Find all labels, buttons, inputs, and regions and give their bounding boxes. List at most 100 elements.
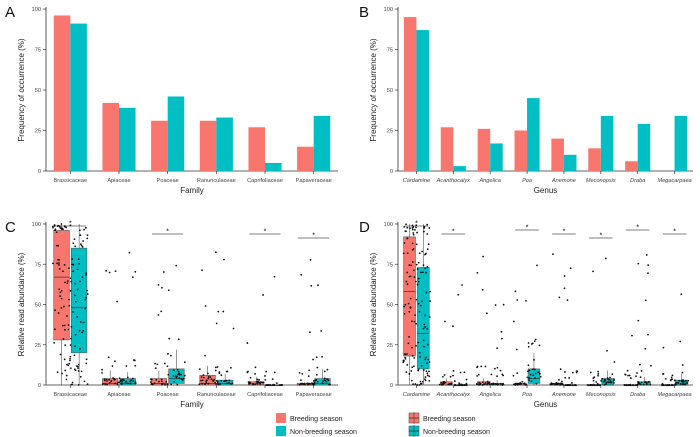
data-point (630, 377, 632, 379)
data-point (532, 374, 535, 377)
data-point (426, 374, 429, 377)
y-tick-label: 0 (390, 383, 393, 389)
data-point (458, 382, 461, 385)
bar-nonbreeding (70, 23, 87, 171)
data-point (169, 354, 172, 357)
data-point (57, 312, 60, 314)
data-point (533, 340, 536, 343)
x-tick-label: Draba (630, 178, 645, 184)
data-point (516, 383, 519, 386)
data-point (85, 296, 87, 299)
data-point (685, 379, 687, 382)
data-point (603, 383, 606, 386)
data-point (526, 376, 529, 379)
data-point (409, 227, 411, 230)
data-point (533, 368, 536, 371)
data-point (125, 365, 128, 367)
data-point (449, 375, 452, 378)
data-point (55, 231, 58, 234)
data-point (530, 380, 533, 383)
data-point (494, 304, 497, 306)
data-point (405, 230, 407, 233)
data-point (411, 346, 413, 349)
data-point (405, 223, 407, 226)
data-point (484, 365, 487, 368)
data-point (673, 379, 676, 382)
data-point (328, 383, 330, 386)
data-point (213, 378, 216, 381)
bar-nonbreeding (167, 96, 185, 171)
data-point (205, 381, 208, 384)
data-point (74, 300, 77, 303)
x-tick-label: Ranunculaceae (197, 392, 236, 398)
y-tick-label: 75 (35, 48, 41, 54)
data-point (425, 356, 427, 359)
data-point (249, 381, 251, 384)
data-point (86, 289, 88, 292)
data-point (58, 262, 60, 264)
data-point (207, 372, 209, 375)
data-point (68, 304, 71, 307)
data-point (515, 348, 518, 351)
data-point (550, 382, 553, 385)
y-tick-label: 50 (387, 303, 393, 309)
data-point (412, 365, 415, 368)
x-tick-label: Brassicaceae (54, 392, 88, 398)
panel-letter: D (359, 219, 370, 236)
data-point (678, 379, 681, 382)
data-point (417, 302, 420, 305)
data-point (118, 381, 121, 384)
data-point (478, 381, 481, 384)
legend-label-nonbreeding: Non-breeding season (290, 429, 357, 436)
data-point (306, 382, 309, 385)
data-point (493, 367, 496, 370)
data-point (408, 264, 411, 267)
data-point (70, 337, 72, 340)
data-point (320, 330, 323, 332)
data-point (538, 344, 541, 347)
data-point (219, 383, 222, 385)
data-point (535, 382, 538, 385)
data-point (86, 237, 89, 240)
data-point (226, 382, 229, 385)
data-point (417, 369, 420, 372)
data-point (254, 383, 257, 386)
data-point (416, 231, 418, 234)
data-point (77, 258, 80, 261)
data-point (154, 362, 156, 365)
data-point (639, 383, 642, 386)
data-point (80, 244, 83, 247)
data-point (69, 277, 72, 280)
data-point (591, 384, 594, 386)
data-point (605, 381, 608, 384)
data-point (410, 320, 413, 323)
data-point (681, 364, 684, 366)
data-point (64, 344, 67, 347)
data-point (129, 382, 132, 385)
data-point (664, 377, 667, 380)
y-tick-label: 0 (390, 169, 393, 175)
data-point (271, 384, 274, 386)
data-point (176, 368, 179, 371)
data-point (82, 321, 85, 324)
data-point (256, 378, 259, 381)
data-point (404, 357, 407, 360)
data-point (69, 289, 72, 292)
data-point (315, 379, 318, 381)
data-point (605, 382, 607, 385)
data-point (465, 384, 468, 386)
data-point (417, 341, 419, 344)
box-breeding (403, 236, 416, 357)
data-point (202, 374, 205, 376)
data-point (421, 250, 424, 253)
data-point (687, 379, 690, 382)
data-point (561, 383, 564, 386)
data-point (425, 271, 427, 274)
data-point (84, 307, 87, 310)
data-point (527, 370, 529, 373)
y-axis-title: Frequency of occurrence (%) (369, 38, 378, 141)
data-point (108, 271, 111, 274)
data-point (322, 380, 324, 383)
bar-breeding (53, 15, 71, 172)
data-point (539, 375, 542, 378)
